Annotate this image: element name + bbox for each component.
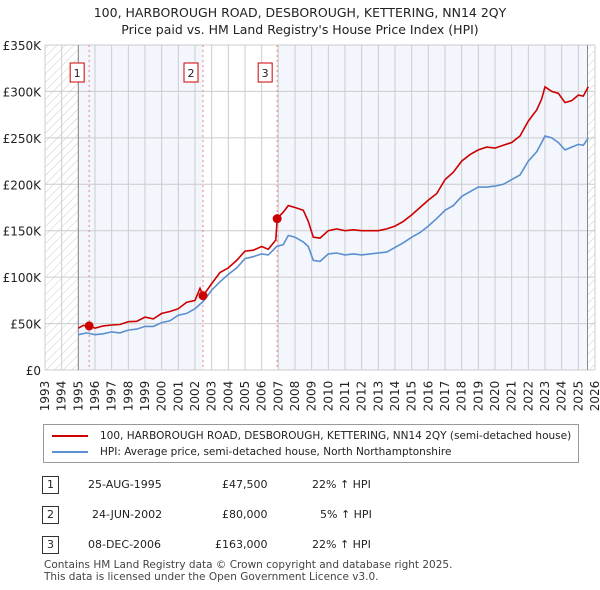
transaction-row: 3 08-DEC-2006 £163,000 22% ↑ HPI bbox=[0, 536, 600, 556]
transaction-row: 2 24-JUN-2002 £80,000 5% ↑ HPI bbox=[0, 506, 600, 526]
x-tick-label: 2019 bbox=[471, 381, 485, 412]
shaded-period bbox=[277, 45, 588, 370]
price-paid-line bbox=[77, 85, 590, 330]
x-tick-label: 2002 bbox=[188, 381, 202, 412]
chart-title: 100, HARBOROUGH ROAD, DESBOROUGH, KETTER… bbox=[0, 4, 600, 38]
legend: 100, HARBOROUGH ROAD, DESBOROUGH, KETTER… bbox=[43, 424, 579, 463]
sale-label: 2 bbox=[188, 67, 195, 80]
y-tick-label: £100K bbox=[3, 271, 43, 285]
x-tick-label: 2003 bbox=[205, 381, 219, 412]
y-tick-label: £300K bbox=[3, 85, 43, 99]
x-tick-label: 2024 bbox=[555, 381, 569, 412]
y-tick-label: £200K bbox=[3, 178, 43, 192]
chart-subtitle: Price paid vs. HM Land Registry's House … bbox=[121, 22, 479, 37]
x-tick-label: 1997 bbox=[105, 381, 119, 412]
x-tick-label: 1994 bbox=[55, 381, 69, 412]
legend-swatch-blue bbox=[52, 451, 88, 453]
transaction-row: 1 25-AUG-1995 £47,500 22% ↑ HPI bbox=[0, 476, 600, 496]
x-tick-label: 2014 bbox=[388, 381, 402, 412]
x-tick-label: 2016 bbox=[421, 381, 435, 412]
x-tick-label: 2017 bbox=[438, 381, 452, 412]
sale-label-box bbox=[69, 62, 85, 83]
sale-point bbox=[198, 291, 208, 301]
x-tick-label: 2006 bbox=[255, 381, 269, 412]
hpi-line bbox=[78, 135, 589, 336]
sale-point bbox=[272, 214, 282, 224]
sale-label: 3 bbox=[262, 67, 269, 80]
x-tick-label: 1999 bbox=[138, 381, 152, 412]
sale-label-box bbox=[183, 62, 199, 83]
x-tick-label: 2015 bbox=[405, 381, 419, 412]
legend-item-property: 100, HARBOROUGH ROAD, DESBOROUGH, KETTER… bbox=[52, 430, 571, 442]
sale-label: 1 bbox=[74, 67, 81, 80]
sale-point bbox=[84, 321, 94, 331]
price-chart: 1993 1994 1995 1996 1997 1998 1999 2000 2001 2002… bbox=[3, 39, 600, 412]
x-tick-label: 2008 bbox=[288, 381, 302, 412]
legend-item-hpi: HPI: Average price, semi-detached house,… bbox=[52, 446, 451, 458]
x-tick-label: 2018 bbox=[455, 381, 469, 412]
x-tick-label: 1996 bbox=[88, 381, 102, 412]
y-tick-label: £0 bbox=[26, 364, 41, 378]
y-tick-label: £150K bbox=[3, 225, 43, 239]
x-tick-label: 2007 bbox=[271, 381, 285, 412]
y-tick-label: £50K bbox=[10, 318, 42, 332]
x-tick-label: 2010 bbox=[321, 381, 335, 412]
x-tick-label: 2001 bbox=[171, 381, 185, 412]
x-tick-label: 2022 bbox=[521, 381, 535, 412]
hatched-region bbox=[587, 45, 595, 370]
x-tick-label: 1995 bbox=[71, 381, 85, 412]
x-tick-label: 2025 bbox=[571, 381, 585, 412]
x-tick-label: 2011 bbox=[338, 381, 352, 412]
x-tick-label: 2000 bbox=[155, 381, 169, 412]
x-tick-label: 2009 bbox=[305, 381, 319, 412]
x-tick-label: 1993 bbox=[38, 381, 52, 412]
x-tick-label: 2021 bbox=[505, 381, 519, 412]
y-tick-label: £250K bbox=[3, 132, 43, 146]
footer-copyright: Contains HM Land Registry data © Crown c… bbox=[44, 559, 453, 571]
x-tick-label: 2004 bbox=[221, 381, 235, 412]
x-tick-label: 2012 bbox=[355, 381, 369, 412]
shaded-period bbox=[78, 45, 203, 370]
x-tick-label: 2005 bbox=[238, 381, 252, 412]
legend-swatch-red bbox=[52, 435, 88, 437]
sale-label-box bbox=[257, 62, 273, 83]
x-tick-label: 2020 bbox=[488, 381, 502, 412]
x-tick-label: 2023 bbox=[538, 381, 552, 412]
x-tick-label: 1998 bbox=[121, 381, 135, 412]
y-tick-label: £350K bbox=[3, 39, 43, 53]
x-tick-label: 2026 bbox=[588, 381, 600, 412]
x-tick-label: 2013 bbox=[371, 381, 385, 412]
footer-licence: This data is licensed under the Open Gov… bbox=[44, 571, 379, 583]
